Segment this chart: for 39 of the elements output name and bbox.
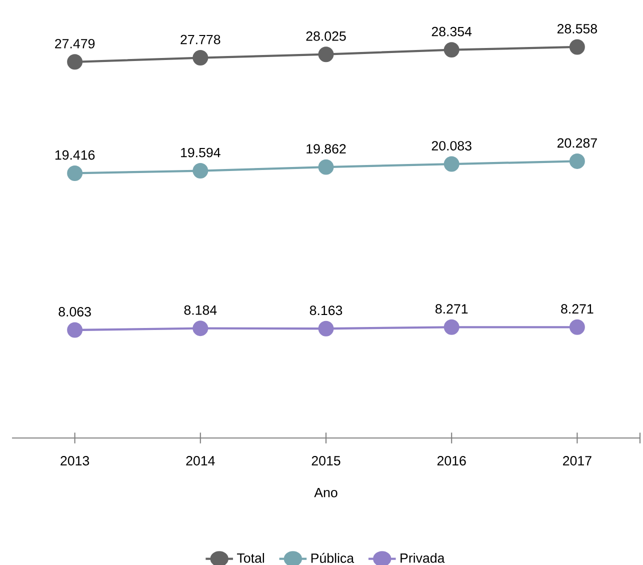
point bbox=[67, 54, 83, 70]
point bbox=[192, 50, 208, 66]
x-axis-title: Ano bbox=[314, 488, 338, 498]
point bbox=[569, 153, 585, 169]
x-tick-label: 2017 bbox=[563, 456, 592, 466]
data-label: 19.594 bbox=[181, 148, 220, 158]
x-tick-label: 2013 bbox=[60, 456, 90, 466]
data-label: 8.163 bbox=[310, 306, 342, 316]
legend-label: Total bbox=[237, 553, 264, 563]
x-tick-label: 2014 bbox=[186, 456, 215, 466]
data-label: 20.083 bbox=[432, 141, 472, 151]
point bbox=[192, 163, 208, 179]
point bbox=[318, 159, 334, 175]
point bbox=[318, 46, 334, 62]
x-tick-label: 2016 bbox=[437, 456, 466, 466]
data-label: 8.271 bbox=[436, 304, 468, 314]
point bbox=[444, 156, 460, 172]
data-label: 8.184 bbox=[184, 305, 217, 315]
data-label: 28.558 bbox=[557, 24, 597, 34]
legend-label: Pública bbox=[311, 552, 354, 563]
data-label: 8.271 bbox=[561, 304, 594, 314]
data-label: 28.354 bbox=[432, 26, 472, 36]
point bbox=[318, 320, 334, 336]
x-tick-label: 2015 bbox=[312, 456, 340, 466]
data-label: 27.479 bbox=[55, 38, 95, 48]
data-label: 20.287 bbox=[557, 138, 597, 148]
point bbox=[444, 319, 460, 335]
data-label: 28.025 bbox=[306, 31, 346, 41]
data-label: 19.416 bbox=[55, 150, 95, 160]
point bbox=[444, 42, 460, 58]
data-label: 27.778 bbox=[180, 34, 220, 44]
data-label: 19.862 bbox=[306, 144, 346, 154]
legend-label: Privada bbox=[400, 553, 445, 563]
data-label: 8.063 bbox=[58, 307, 91, 316]
point bbox=[67, 322, 83, 338]
point bbox=[67, 166, 83, 181]
point bbox=[192, 320, 208, 336]
point bbox=[569, 39, 585, 55]
point bbox=[569, 319, 585, 335]
